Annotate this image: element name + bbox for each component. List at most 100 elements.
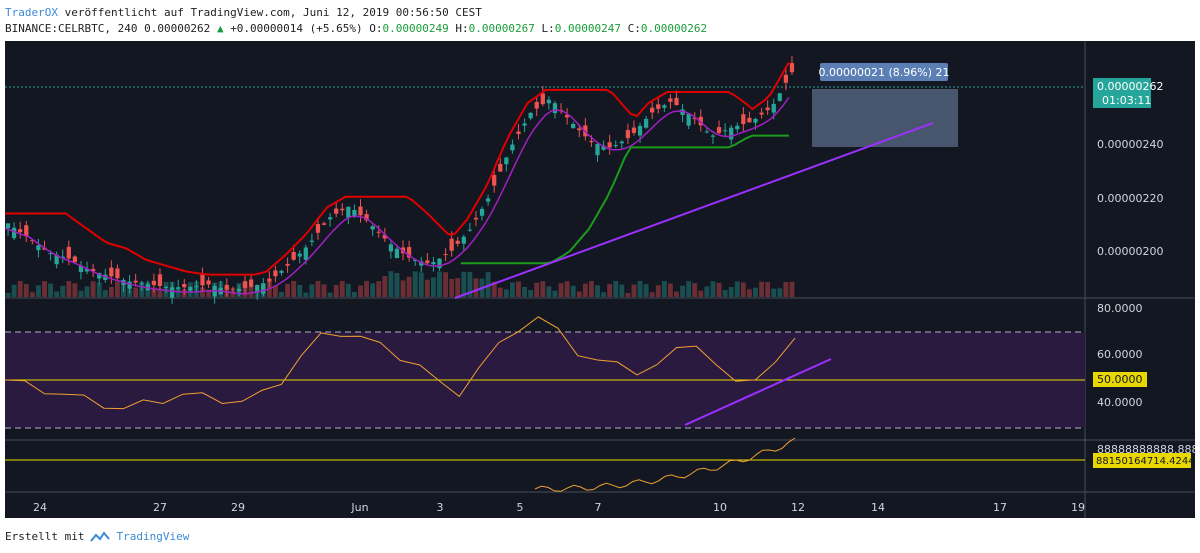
volume-bar	[753, 287, 758, 297]
volume-bar	[473, 278, 479, 297]
candle-body	[729, 127, 734, 140]
candle-body	[78, 265, 84, 272]
volume-bar	[358, 285, 363, 297]
candle-body	[613, 145, 618, 147]
volume-bar	[485, 272, 491, 297]
close-label: C:	[627, 22, 641, 35]
volume-bar	[576, 291, 582, 297]
candle-body	[498, 163, 503, 172]
candle-body	[340, 208, 345, 211]
candle-body	[419, 261, 424, 266]
volume-bar	[777, 288, 783, 297]
volume-bar	[528, 290, 534, 297]
volume-bar	[102, 290, 108, 297]
volume-bar	[60, 285, 66, 297]
volume-bar	[461, 271, 467, 297]
candle-body	[115, 268, 120, 279]
volume-bar	[643, 284, 649, 297]
chart-area[interactable]: 0.00000021 (8.96%) 21 0.00000262 01:03:1…	[4, 41, 1200, 518]
x-tick: 29	[231, 501, 245, 514]
volume-bar	[272, 285, 278, 297]
volume-bar	[406, 276, 412, 297]
volume-bar	[418, 272, 424, 297]
volume-bar	[503, 289, 509, 297]
candle-body	[637, 125, 643, 136]
volume-bar	[339, 281, 345, 297]
up-arrow-icon: ▲	[216, 22, 224, 35]
candle-body	[261, 283, 266, 294]
chart-svg[interactable]: 0.00000021 (8.96%) 21 0.00000262 01:03:1…	[4, 41, 1200, 518]
volume-bar	[619, 284, 625, 297]
x-tick: 14	[871, 501, 885, 514]
candle-body	[595, 143, 600, 156]
open-label: O:	[369, 22, 383, 35]
candle-body	[279, 270, 284, 273]
measure-box[interactable]	[812, 89, 958, 147]
close-value: 0.00000262	[640, 22, 708, 35]
volume-bar	[546, 286, 552, 297]
volume-bar	[759, 281, 765, 297]
candle-body	[455, 240, 460, 244]
candle-body	[716, 127, 722, 133]
volume-bar	[303, 292, 309, 297]
candle-body	[625, 130, 631, 139]
volume-bar	[327, 292, 333, 297]
price-tag-bg	[1093, 78, 1151, 108]
candle-body	[668, 98, 673, 102]
candle-body	[206, 280, 211, 285]
candle-body	[188, 287, 193, 291]
candle-body	[589, 140, 594, 143]
made-with-label: Erstellt mit	[5, 530, 85, 543]
author-link[interactable]: TraderOX	[5, 6, 58, 19]
volume-bar	[686, 281, 692, 297]
x-tick: 7	[595, 501, 602, 514]
price-trendline[interactable]	[454, 122, 934, 299]
volume-bar	[200, 287, 205, 297]
candle-body	[200, 274, 205, 286]
candle-body	[528, 112, 533, 119]
x-tick: 12	[791, 501, 805, 514]
candle-body	[84, 269, 90, 272]
volume-bar	[582, 283, 588, 297]
volume-bar	[698, 290, 704, 297]
price-axis-background	[1085, 41, 1195, 518]
rsi-trendline[interactable]	[684, 358, 832, 426]
volume-bar	[558, 283, 564, 297]
candle-body	[394, 248, 400, 258]
candle-body	[133, 280, 138, 283]
candle-body	[741, 114, 746, 125]
volume-bar	[625, 292, 631, 297]
candle-body	[492, 175, 497, 186]
volume-bar	[388, 271, 394, 297]
volume-bar	[66, 281, 72, 297]
candle-body	[735, 125, 740, 130]
published-info: veröffentlicht auf TradingView.com, Juni…	[64, 6, 482, 19]
volume-bar	[382, 276, 388, 297]
y-tick: 0.00000220	[1097, 192, 1163, 205]
volume-bar	[351, 291, 357, 297]
candle-body	[431, 262, 436, 265]
candle-body	[601, 145, 606, 150]
tradingview-link[interactable]: TradingView	[116, 530, 190, 543]
volume-bar	[78, 290, 84, 297]
volume-bar	[72, 283, 78, 297]
rsi-tick: 80.0000	[1097, 302, 1143, 315]
candle-body	[631, 127, 637, 133]
candle-body	[163, 286, 169, 288]
candle-body	[479, 208, 485, 216]
volume-bar	[734, 281, 740, 297]
volume-bar	[291, 281, 297, 297]
candle-body	[334, 208, 339, 214]
x-axis: 24 27 29 Jun 3 5 7 10 12 14 17 19	[33, 501, 1085, 514]
candle-body	[315, 224, 321, 233]
volume-bar	[661, 281, 667, 297]
measure-label: 0.00000021 (8.96%) 21	[818, 66, 949, 79]
volume-bar	[157, 288, 163, 297]
candle-body	[242, 281, 248, 288]
candle-body	[516, 131, 521, 135]
candle-body	[540, 93, 545, 105]
volume-bar	[54, 291, 60, 297]
volume-bar	[437, 271, 442, 297]
volume-bar	[710, 281, 716, 297]
volume-bar	[35, 285, 41, 297]
